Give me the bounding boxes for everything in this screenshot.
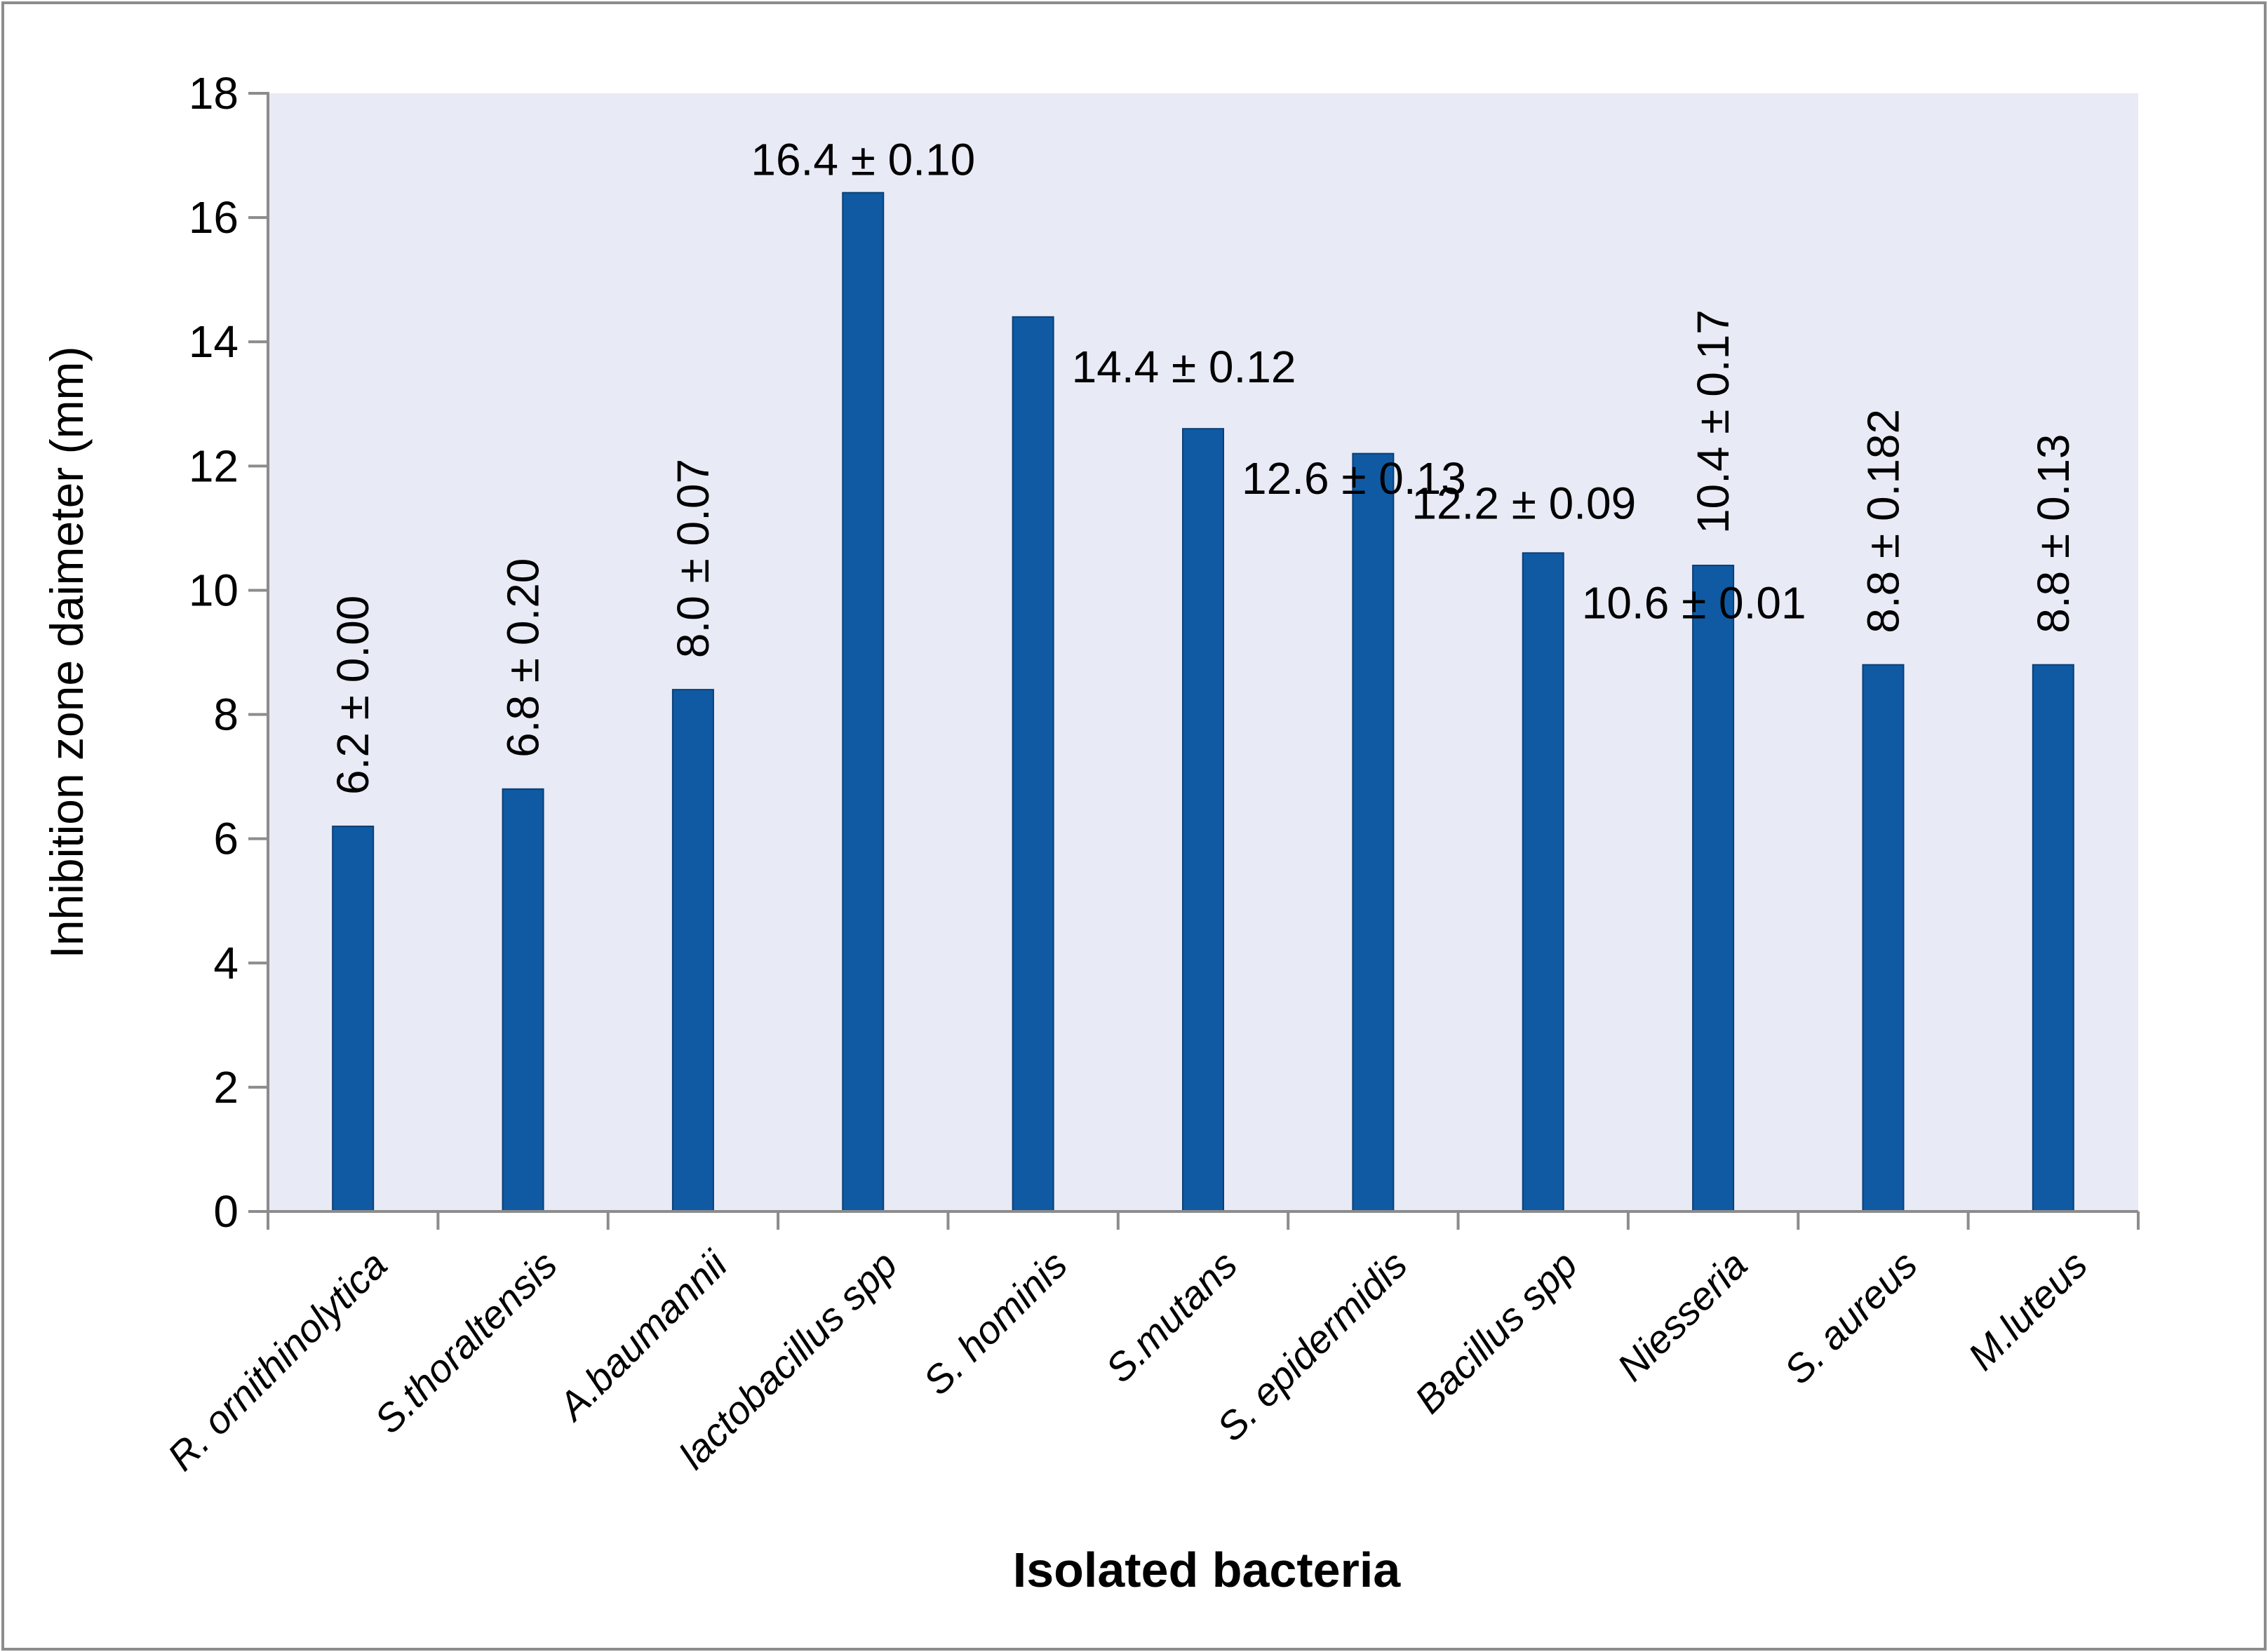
y-tick-label: 6 (213, 814, 239, 864)
y-tick-label: 4 (213, 938, 239, 988)
bar (332, 825, 375, 1212)
bars-group (332, 192, 2074, 1213)
y-ticks-group: 0 2 4 6 8 10 12 14 16 18 (189, 68, 268, 1237)
y-tick-label: 12 (189, 441, 239, 491)
data-labels-group: 6.2 ± 0.00 6.8 ± 0.20 8.0 ± 0.07 16.4 ± 0.1… (328, 135, 2079, 795)
data-label: 16.4 ± 0.10 (751, 135, 975, 185)
bar (1352, 452, 1395, 1212)
data-label: 6.2 ± 0.00 (328, 596, 378, 795)
bar (1012, 316, 1054, 1212)
bar (842, 192, 885, 1213)
data-label: 12.2 ± 0.09 (1411, 478, 1636, 529)
data-label: 6.8 ± 0.20 (498, 558, 549, 758)
bar (1522, 552, 1564, 1212)
data-label: 8.8 ± 0.182 (1858, 409, 1908, 633)
y-tick-label: 10 (189, 565, 239, 615)
data-label: 8.0 ± 0.07 (668, 459, 718, 658)
data-label: 8.8 ± 0.13 (2028, 434, 2079, 633)
data-label: 14.4 ± 0.12 (1072, 342, 1296, 392)
data-label: 12.6 ± 0.13 (1242, 453, 1466, 504)
bar (502, 788, 544, 1213)
bar (671, 689, 714, 1212)
y-axis-title: Inhibition zone daimeter (mm) (41, 346, 93, 958)
bar (1692, 565, 1735, 1212)
y-tick-label: 18 (189, 68, 239, 119)
y-tick-label: 16 (189, 192, 239, 243)
y-tick-label: 8 (213, 690, 239, 740)
data-label: 10.6 ± 0.01 (1582, 577, 1806, 628)
y-tick-label: 2 (213, 1062, 239, 1113)
y-tick-label: 0 (213, 1186, 239, 1237)
data-label: 10.4 ± 0.17 (1688, 309, 1738, 534)
bar (1182, 428, 1224, 1213)
y-tick-label: 14 (189, 316, 239, 367)
bar (1862, 664, 1905, 1212)
bar (2032, 664, 2074, 1212)
x-axis-title: Isolated bacteria (1013, 1543, 1402, 1597)
